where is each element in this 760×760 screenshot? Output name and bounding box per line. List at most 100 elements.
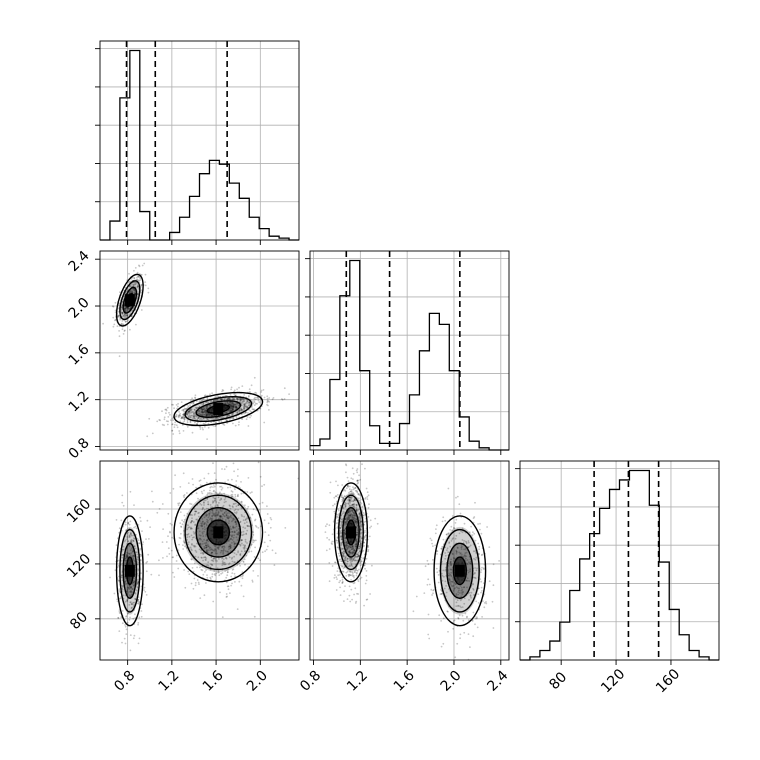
scatter-point (350, 477, 353, 480)
scatter-point (226, 398, 229, 400)
scatter-point (266, 513, 269, 515)
scatter-point (368, 503, 370, 506)
scatter-point (259, 559, 261, 562)
scatter-point (251, 581, 254, 583)
scatter-point (233, 405, 236, 408)
scatter-point (230, 404, 232, 407)
scatter-point (128, 545, 131, 547)
y-tick-label: 160 (64, 496, 94, 526)
scatter-point (158, 508, 161, 510)
scatter-point (355, 469, 358, 472)
scatter-point (245, 407, 248, 409)
scatter-point (117, 564, 120, 567)
scatter-point (124, 625, 127, 628)
scatter-point (190, 414, 192, 417)
scatter-point (125, 307, 127, 310)
scatter-point (426, 559, 429, 562)
scatter-point (127, 308, 130, 310)
scatter-point (167, 416, 170, 418)
scatter-point (246, 491, 249, 493)
scatter-point (228, 403, 231, 406)
scatter-point (221, 389, 224, 391)
scatter-point (238, 410, 241, 413)
scatter-point (267, 400, 269, 402)
scatter-point (121, 311, 124, 314)
scatter-point (336, 494, 339, 496)
scatter-point (281, 398, 284, 401)
scatter-point (172, 433, 175, 435)
scatter-point (126, 599, 129, 602)
scatter-point (187, 411, 190, 414)
scatter-point (126, 590, 128, 593)
scatter-point (415, 595, 418, 598)
scatter-point (203, 410, 206, 413)
scatter-point (337, 574, 340, 577)
scatter-point (129, 533, 132, 535)
scatter-point (234, 424, 237, 427)
scatter-point (194, 396, 196, 399)
scatter-point (205, 407, 208, 410)
scatter-point (199, 484, 202, 487)
scatter-point (231, 404, 234, 407)
scatter-point (124, 308, 127, 311)
scatter-point (236, 388, 239, 391)
scatter-point (165, 409, 168, 412)
scatter-point (113, 323, 116, 326)
scatter-point (207, 401, 210, 404)
scatter-point (216, 398, 219, 401)
scatter-point (137, 285, 140, 288)
scatter-point (131, 290, 133, 293)
scatter-point (243, 400, 246, 403)
scatter-point (245, 401, 248, 404)
scatter-point (226, 401, 229, 403)
scatter-point (129, 490, 132, 493)
scatter-point (137, 293, 140, 296)
scatter-point (441, 520, 444, 523)
scatter-point (193, 415, 196, 417)
scatter-point (253, 408, 256, 411)
scatter-point (364, 498, 366, 500)
scatter-point (228, 408, 231, 411)
scatter-point (352, 472, 355, 475)
scatter-point (169, 522, 172, 525)
scatter-point (127, 307, 129, 310)
scatter-point (117, 314, 120, 317)
scatter-point (131, 551, 134, 553)
scatter-point (130, 315, 133, 318)
scatter-point (226, 401, 229, 404)
scatter-point (491, 600, 494, 603)
scatter-point (118, 355, 121, 358)
scatter-point (254, 402, 257, 405)
scatter-point (241, 402, 244, 404)
scatter-point (192, 402, 195, 405)
scatter-point (232, 412, 235, 415)
scatter-point (247, 477, 250, 479)
scatter-point (208, 417, 211, 420)
scatter-point (467, 633, 470, 635)
scatter-point (131, 310, 133, 312)
scatter-point (330, 542, 333, 545)
scatter-point (251, 491, 253, 493)
scatter-point (231, 413, 234, 415)
scatter-point (121, 311, 124, 314)
scatter-point (114, 569, 117, 572)
scatter-point (175, 560, 178, 562)
scatter-point (198, 400, 201, 403)
scatter-point (230, 405, 233, 407)
scatter-point (206, 414, 209, 417)
scatter-point (194, 397, 197, 399)
scatter-point (121, 501, 124, 504)
scatter-point (134, 283, 137, 286)
scatter-point (236, 397, 239, 400)
scatter-point (204, 409, 206, 412)
scatter-point (125, 310, 127, 313)
scatter-point (204, 394, 207, 397)
scatter-point (211, 414, 214, 417)
scatter-point (367, 506, 370, 509)
scatter-point (257, 399, 260, 402)
scatter-point (232, 397, 235, 400)
scatter-point (248, 388, 251, 391)
scatter-point (442, 642, 445, 645)
scatter-point (336, 570, 339, 572)
scatter-point (202, 408, 205, 411)
